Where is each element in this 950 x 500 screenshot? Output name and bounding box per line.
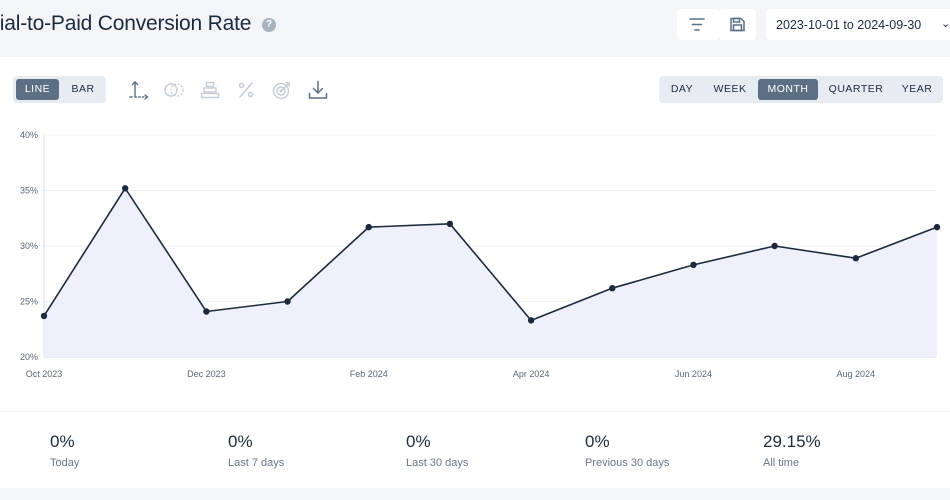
download-icon[interactable]	[306, 78, 330, 102]
stat-value: 29.15%	[763, 432, 821, 451]
stat-label: Last 7 days	[228, 457, 285, 469]
period-year-button[interactable]: YEAR	[901, 83, 933, 95]
period-quarter-button[interactable]: QUARTER	[828, 83, 884, 95]
chart-panel: LINE BAR DAY WEEK MONTH QUARTER	[0, 57, 950, 488]
data-point	[203, 308, 210, 315]
data-point	[40, 312, 48, 320]
conversion-rate-chart: 20% 25% 30% 35% 40% Oct 2023 Dec 2023 Feb 2024 A…	[20, 130, 941, 379]
stat-value: 0%	[228, 432, 253, 451]
page-header: rial-to-Paid Conversion Rate ? 2023-10-0…	[0, 0, 950, 56]
data-point	[771, 242, 778, 250]
y-tick-label: 25%	[20, 297, 38, 307]
period-week-button[interactable]: WEEK	[713, 83, 747, 95]
y-tick-label: 30%	[20, 241, 38, 251]
period-toggle: DAY WEEK MONTH QUARTER YEAR	[659, 76, 943, 103]
x-tick-label: Dec 2023	[187, 369, 226, 379]
filter-button[interactable]	[677, 9, 719, 40]
stat-value: 0%	[50, 432, 75, 451]
help-icon[interactable]: ?	[262, 18, 276, 32]
stat-label: All time	[763, 457, 800, 469]
stat-last-30-days: 0% Last 30 days	[406, 432, 468, 469]
page-title: rial-to-Paid Conversion Rate	[0, 12, 252, 35]
save-button[interactable]	[719, 9, 756, 40]
data-point	[690, 261, 697, 269]
goal-icon[interactable]	[270, 78, 294, 102]
data-point	[365, 223, 372, 231]
chart-type-bar-button[interactable]: BAR	[71, 83, 95, 95]
data-point	[527, 317, 535, 324]
filter-icon	[689, 18, 705, 31]
y-tick-label: 20%	[20, 352, 38, 362]
chart-type-toggle: LINE BAR	[13, 76, 106, 103]
period-month-button[interactable]: MONTH	[758, 79, 818, 100]
data-point	[933, 223, 941, 231]
data-point	[121, 185, 129, 192]
date-range-value: 2023-10-01 to 2024-09-30	[776, 18, 922, 32]
stat-label: Today	[50, 457, 80, 469]
period-day-button[interactable]: DAY	[670, 83, 694, 95]
x-tick-label: Jun 2024	[675, 369, 712, 379]
save-icon	[730, 17, 745, 32]
data-point	[852, 255, 860, 262]
chevron-down-icon: ⌄	[941, 18, 950, 30]
date-range-select[interactable]: 2023-10-01 to 2024-09-30 ⌄	[766, 9, 950, 40]
x-tick-label: Aug 2024	[837, 369, 876, 379]
stat-value: 0%	[585, 432, 610, 451]
stat-previous-30-days: 0% Previous 30 days	[585, 432, 669, 469]
axis-icon[interactable]	[126, 78, 150, 102]
chart-type-line-button[interactable]: LINE	[16, 79, 59, 100]
x-tick-label: Oct 2023	[26, 369, 63, 379]
compare-icon[interactable]	[162, 78, 186, 102]
x-tick-label: Apr 2024	[513, 369, 550, 379]
divider	[0, 411, 950, 412]
stack-icon[interactable]	[198, 78, 222, 102]
y-tick-label: 40%	[20, 130, 38, 140]
stat-today: 0% Today	[50, 432, 79, 469]
x-tick-label: Feb 2024	[350, 369, 388, 379]
stat-label: Previous 30 days	[585, 457, 670, 469]
stat-label: Last 30 days	[406, 457, 469, 469]
stat-value: 0%	[406, 432, 431, 451]
stat-all-time: 29.15% All time	[763, 432, 821, 469]
data-point	[609, 284, 616, 292]
series-line	[43, 187, 938, 322]
percent-icon[interactable]	[234, 78, 258, 102]
y-tick-label: 35%	[20, 186, 38, 196]
stat-last-7-days: 0% Last 7 days	[228, 432, 284, 469]
data-point	[284, 298, 291, 305]
data-point	[446, 220, 454, 227]
